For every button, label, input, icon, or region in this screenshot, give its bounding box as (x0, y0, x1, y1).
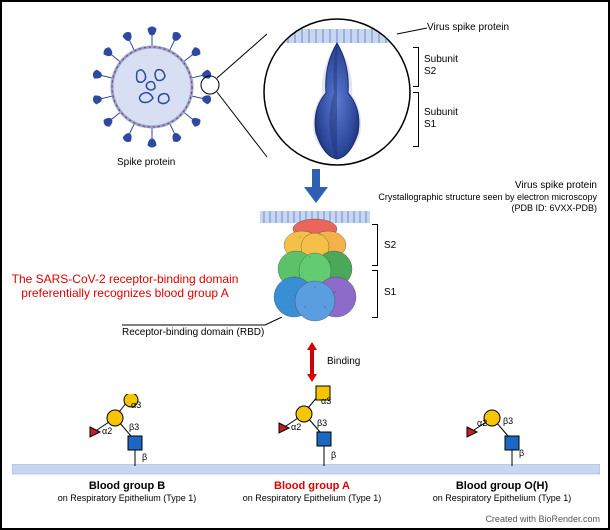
o-a2: α2 (477, 418, 487, 428)
s1-top-label: Subunit S1 (424, 107, 458, 131)
red-double-arrow (305, 342, 319, 382)
virus-spike-top-label: Virus spike protein (427, 22, 509, 34)
bg-a-label: Blood group A (242, 480, 382, 493)
s1-mid-label: S1 (384, 287, 396, 299)
b-b3: β3 (129, 422, 139, 432)
a-b: β (331, 450, 336, 460)
virus-spike-mid-label: Virus spike protein (377, 180, 597, 192)
glycan-a (274, 384, 359, 474)
crystal-structure (260, 207, 370, 327)
b-a2: α2 (102, 426, 112, 436)
b-b: β (142, 452, 147, 462)
bg-o-label: Blood group O(H) (427, 480, 577, 493)
a-a3: α3 (321, 396, 331, 406)
glycan-b (87, 394, 167, 474)
pdb-label: (PDB ID: 6VXX-PDB) (377, 203, 597, 214)
binding-label: Binding (327, 356, 360, 368)
s1-bracket-mid (372, 270, 378, 318)
bg-b-loc: on Respiratory Epithelium (Type 1) (42, 493, 212, 504)
footer-credit: Created with BioRender.com (485, 514, 600, 524)
headline: The SARS-CoV-2 receptor-binding domain p… (10, 272, 240, 301)
a-a2: α2 (291, 422, 301, 432)
bg-a-loc: on Respiratory Epithelium (Type 1) (227, 493, 397, 504)
spike-protein-label: Spike protein (117, 157, 175, 169)
a-b3: β3 (317, 418, 327, 428)
vsp-leader (397, 27, 427, 35)
s1-bracket-top (413, 92, 419, 147)
s2-mid-label: S2 (384, 240, 396, 252)
bg-b-label: Blood group B (57, 480, 197, 493)
s2-top-label: Subunit S2 (424, 54, 458, 78)
crystal-sub-label: Crystallographic structure seen by elect… (332, 192, 597, 203)
zoom-circle (262, 17, 412, 167)
virus-particle (87, 22, 217, 152)
rbd-leader (122, 317, 287, 331)
s2-bracket-top (413, 47, 419, 87)
glycan-o (460, 402, 540, 474)
o-b: β (519, 448, 524, 458)
b-a3: α3 (131, 400, 141, 410)
bg-o-loc: on Respiratory Epithelium (Type 1) (417, 493, 587, 504)
s2-bracket-mid (372, 224, 378, 266)
blue-arrow-down (302, 169, 330, 203)
o-b3: β3 (503, 416, 513, 426)
